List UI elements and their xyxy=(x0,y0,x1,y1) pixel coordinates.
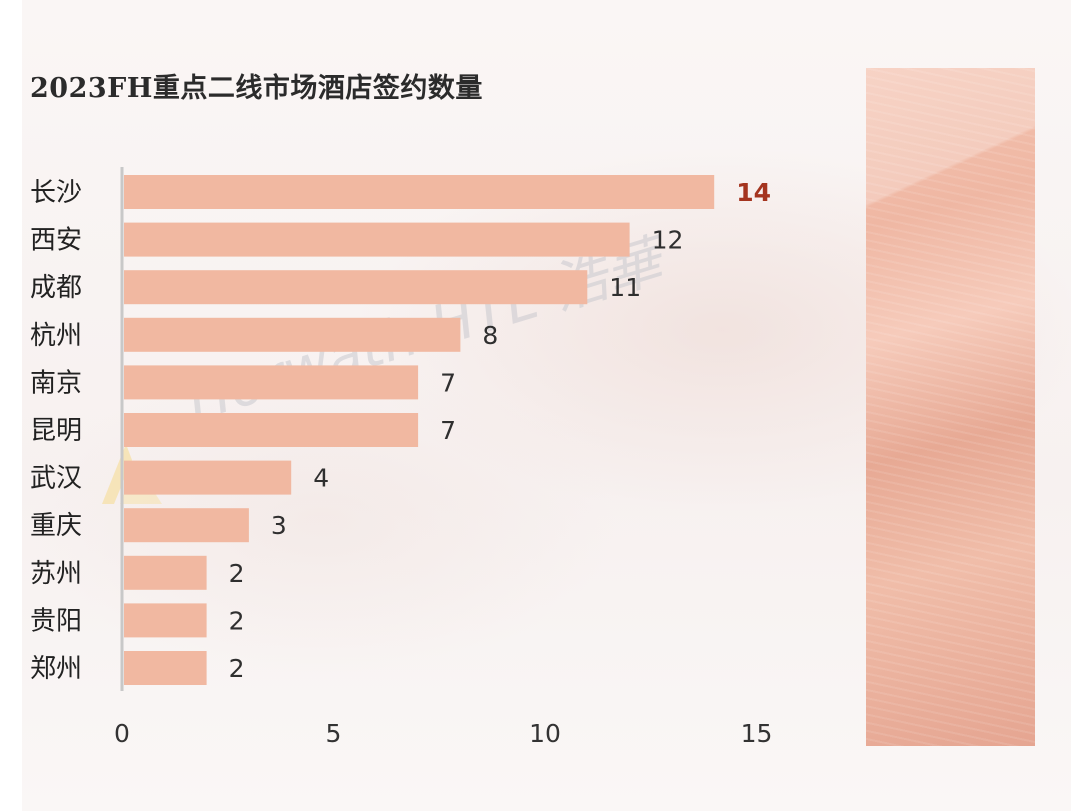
category-label: 武汉 xyxy=(30,464,82,494)
category-label: 杭州 xyxy=(30,321,82,351)
category-label: 重庆 xyxy=(30,511,82,541)
x-tick-label: 15 xyxy=(741,719,773,748)
category-label: 长沙 xyxy=(30,178,82,208)
bar-10 xyxy=(124,603,207,638)
value-label: 3 xyxy=(271,511,287,540)
value-label: 12 xyxy=(652,226,684,255)
value-label: 2 xyxy=(229,559,245,588)
category-label: 贵阳 xyxy=(30,606,82,636)
bar-6 xyxy=(124,413,419,447)
bar-4 xyxy=(124,317,461,352)
bar-8 xyxy=(124,508,249,543)
chart-title: 2023FH重点二线市场酒店签约数量 xyxy=(30,73,483,104)
category-label: 苏州 xyxy=(30,559,82,589)
category-label: 郑州 xyxy=(30,654,82,684)
bar-11 xyxy=(124,651,207,685)
bar-2 xyxy=(124,222,630,257)
decorative-side-panel xyxy=(866,68,1035,746)
bar-9 xyxy=(124,555,207,590)
bar-5 xyxy=(124,365,419,400)
value-label: 11 xyxy=(609,273,641,302)
category-label: 南京 xyxy=(30,368,82,398)
category-label: 西安 xyxy=(30,226,82,256)
bar-1 xyxy=(124,175,715,209)
value-label: 14 xyxy=(736,178,771,207)
bar-7 xyxy=(124,460,292,495)
value-label: 7 xyxy=(440,368,456,397)
x-tick-label: 5 xyxy=(326,719,342,748)
value-label: 2 xyxy=(229,606,245,635)
bar-3 xyxy=(124,270,588,305)
value-label: 4 xyxy=(313,464,329,493)
value-label: 7 xyxy=(440,416,456,445)
category-label: 昆明 xyxy=(30,416,82,446)
x-tick-label: 10 xyxy=(529,719,561,748)
x-tick-label: 0 xyxy=(114,719,130,748)
value-label: 2 xyxy=(229,654,245,683)
category-label: 成都 xyxy=(30,273,82,303)
value-label: 8 xyxy=(482,321,498,350)
